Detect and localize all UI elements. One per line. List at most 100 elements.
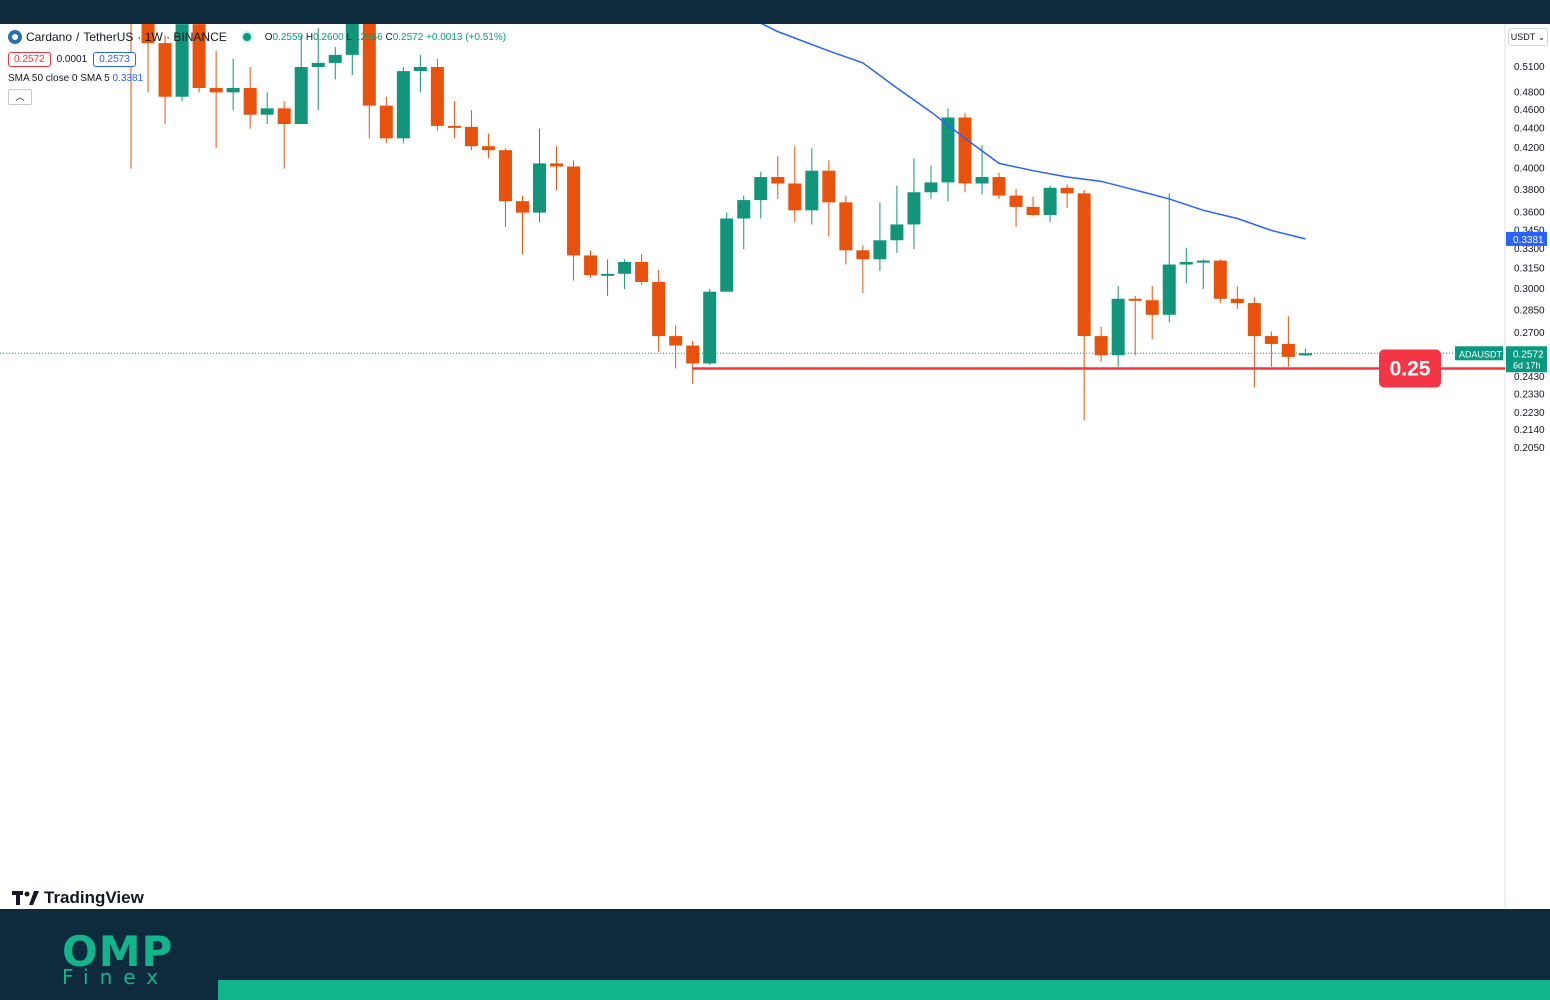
candle-body xyxy=(788,183,802,211)
candle-body xyxy=(669,336,683,346)
candle-body xyxy=(464,126,478,147)
spread-value: 0.0001 xyxy=(56,54,88,65)
price-axis-tick: 0.4000 xyxy=(1514,164,1545,175)
symbol-name[interactable]: Cardano xyxy=(26,30,73,44)
tradingview-logo-icon xyxy=(12,891,39,905)
candle-body xyxy=(192,24,206,89)
candle-body xyxy=(686,345,700,364)
sma-line xyxy=(760,24,1306,240)
candle-body xyxy=(924,182,938,193)
candle-body xyxy=(533,163,546,213)
chart-area[interactable]: 0.78000.74000.70000.66000.62000.58000.54… xyxy=(0,24,1550,909)
support-label: 0.25 xyxy=(1390,358,1431,381)
candle-body xyxy=(720,218,734,292)
price-axis-tick: 0.3300 xyxy=(1514,244,1545,255)
candle-body xyxy=(805,170,819,211)
candle-body xyxy=(1060,187,1074,194)
cardano-logo-icon xyxy=(8,30,22,44)
candle-body xyxy=(1145,300,1159,315)
candle-body xyxy=(958,117,972,184)
candle-body xyxy=(618,261,632,274)
price-axis-tick: 0.4400 xyxy=(1514,124,1545,135)
candle-body xyxy=(413,66,427,72)
candle-body xyxy=(209,88,223,93)
sma-price-tag xyxy=(1506,231,1547,246)
high-value: 0.2600 xyxy=(313,31,344,43)
candle-body xyxy=(345,24,359,55)
candle-body xyxy=(158,43,172,97)
bar-countdown-text: 6d 17h xyxy=(1513,360,1541,370)
sma-price-tag-text: 0.3381 xyxy=(1513,235,1544,246)
market-status-icon xyxy=(242,33,251,41)
low-label: L xyxy=(346,31,353,43)
candle-body xyxy=(652,281,666,337)
currency-selector[interactable]: USDT ⌄ xyxy=(1508,28,1548,46)
footer-accent-bar xyxy=(218,980,1550,1000)
indicator-value: 0.3381 xyxy=(112,73,144,84)
candle-body xyxy=(856,250,870,260)
price-axis-tick: 0.3800 xyxy=(1514,185,1545,196)
candle-body xyxy=(175,24,189,97)
top-bar xyxy=(0,0,1550,24)
indicator-legend[interactable]: SMA 50 close 0 SMA 5 0.3381 xyxy=(8,73,506,84)
interval-exchange[interactable]: · 1W · BINANCE xyxy=(137,30,227,44)
candle-body xyxy=(992,177,1006,196)
tradingview-logo[interactable]: TradingView xyxy=(12,888,144,908)
candle-body xyxy=(294,66,308,125)
price-chart[interactable]: 0.78000.74000.70000.66000.62000.58000.54… xyxy=(0,24,1550,909)
candle-body xyxy=(1043,187,1057,215)
sell-button[interactable]: 0.2572 xyxy=(8,52,51,67)
last-price-tag xyxy=(1506,346,1547,373)
candle-body xyxy=(754,177,768,201)
price-axis-tick: 0.2430 xyxy=(1514,372,1545,383)
candle-body xyxy=(771,177,785,184)
open-label: O xyxy=(264,31,273,43)
candle-body xyxy=(822,170,836,203)
candle-body xyxy=(1264,336,1278,344)
price-axis-tick: 0.3600 xyxy=(1514,208,1545,219)
candle-body xyxy=(873,240,887,260)
symbol-tag xyxy=(1455,346,1503,361)
candle-body xyxy=(584,255,598,276)
price-axis-tick: 0.4800 xyxy=(1514,87,1545,98)
chevron-up-icon: ︿ xyxy=(15,92,25,102)
candle-body xyxy=(430,66,444,126)
buy-button[interactable]: 0.2573 xyxy=(93,52,136,67)
candle-body xyxy=(907,192,921,225)
candle-body xyxy=(1094,336,1108,356)
candle-body xyxy=(601,273,615,276)
candle-body xyxy=(1128,298,1142,301)
candle-body xyxy=(941,117,955,183)
price-axis-tick: 0.2050 xyxy=(1514,443,1545,454)
close-label: C xyxy=(385,31,393,43)
candle-body xyxy=(635,261,649,282)
price-axis-tick: 0.4200 xyxy=(1514,143,1545,154)
chart-legend: Cardano / TetherUS · 1W · BINANCE O0.255… xyxy=(8,28,506,105)
candle-body xyxy=(1213,260,1227,299)
collapse-legend-button[interactable]: ︿ xyxy=(8,89,32,105)
price-axis-tick: 0.2230 xyxy=(1514,408,1545,419)
price-axis-tick: 0.2850 xyxy=(1514,305,1545,316)
brand-logo-main: OMP xyxy=(62,927,174,976)
quote-name[interactable]: TetherUS xyxy=(83,30,134,44)
price-axis-tick: 0.3000 xyxy=(1514,284,1545,295)
candle-body xyxy=(1077,193,1091,337)
candle-body xyxy=(1026,206,1040,215)
candle-body xyxy=(1111,298,1125,356)
candle-body xyxy=(447,125,461,128)
price-axis-tick: 0.5100 xyxy=(1514,62,1545,73)
candle-body xyxy=(550,163,564,167)
candle-body xyxy=(362,24,376,106)
candle-body xyxy=(703,291,717,364)
price-axis-tick: 0.3150 xyxy=(1514,263,1545,274)
price-axis-tick: 0.2330 xyxy=(1514,390,1545,401)
candle-body xyxy=(567,166,581,256)
candle-body xyxy=(498,150,512,202)
candle-body xyxy=(1009,195,1023,207)
candle-body xyxy=(975,177,989,184)
candle-body xyxy=(1179,261,1193,265)
candle-body xyxy=(737,200,751,219)
candle-body xyxy=(1298,353,1312,356)
tradingview-text: TradingView xyxy=(44,888,144,907)
candle-body xyxy=(277,108,291,125)
